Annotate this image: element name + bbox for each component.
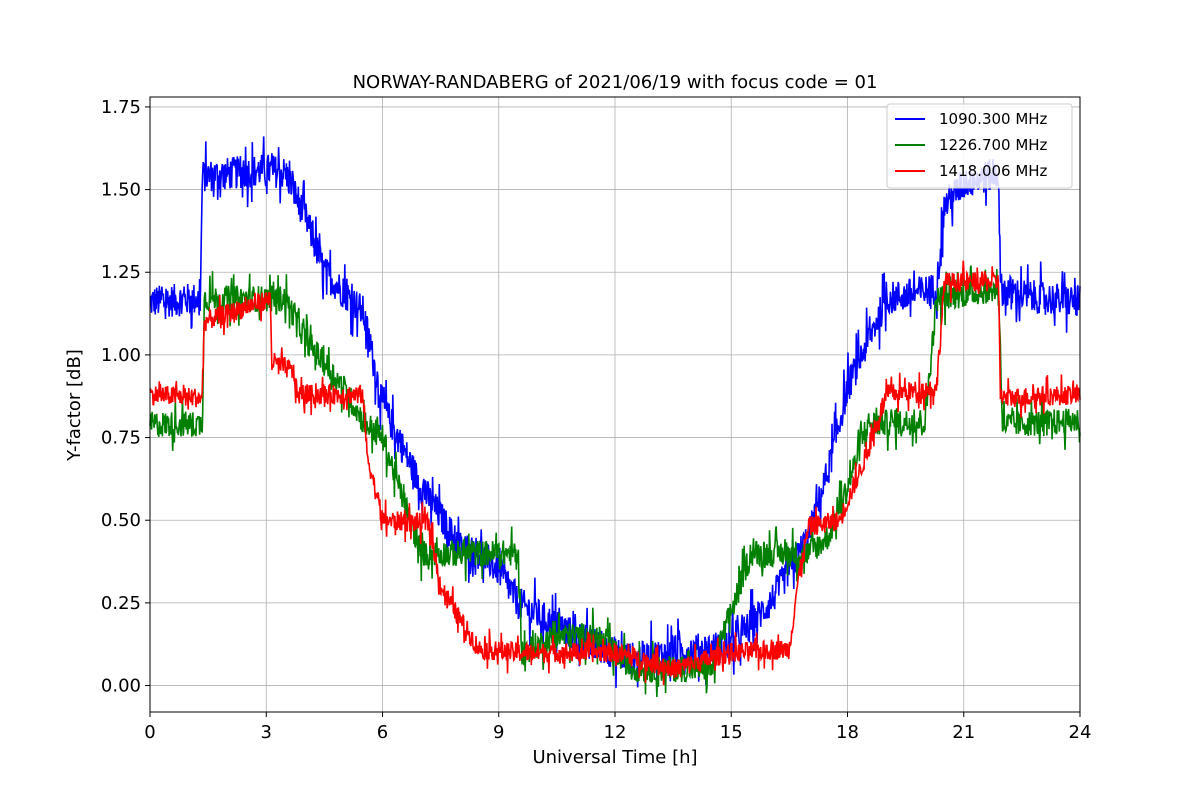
y-tick-label: 1.50 (101, 180, 141, 201)
y-tick-label: 0.25 (101, 593, 141, 614)
y-tick-label: 0.75 (101, 428, 141, 449)
series-line (149, 260, 1081, 686)
x-tick-label: 15 (720, 722, 743, 743)
legend-entry: 1090.300 MHz (939, 110, 1048, 128)
y-tick-label: 1.00 (101, 345, 141, 366)
x-tick-label: 18 (836, 722, 859, 743)
series-layer (149, 136, 1081, 698)
y-tick-label: 1.75 (101, 97, 141, 118)
x-axis: 0 3 6 9 12 15 18 21 24 (144, 712, 1091, 743)
x-tick-label: 9 (493, 722, 504, 743)
x-tick-label: 3 (261, 722, 272, 743)
legend-entry: 1226.700 MHz (939, 136, 1048, 154)
x-tick-label: 12 (604, 722, 627, 743)
y-axis-label: Y-factor [dB] (64, 349, 85, 462)
x-tick-label: 24 (1069, 722, 1092, 743)
y-tick-label: 1.25 (101, 262, 141, 283)
series-line (149, 265, 1081, 698)
chart-title: NORWAY-RANDABERG of 2021/06/19 with focu… (353, 72, 878, 93)
x-axis-label: Universal Time [h] (532, 747, 697, 768)
x-tick-label: 0 (144, 722, 155, 743)
y-tick-label: 0.00 (101, 676, 141, 697)
y-tick-label: 0.50 (101, 510, 141, 531)
x-tick-label: 21 (952, 722, 975, 743)
y-axis: 0.00 0.25 0.50 0.75 1.00 1.25 1.50 1.75 (101, 97, 150, 697)
x-tick-label: 6 (377, 722, 388, 743)
legend: 1090.300 MHz 1226.700 MHz 1418.006 MHz (886, 103, 1073, 189)
legend-box (886, 103, 1073, 189)
legend-entry: 1418.006 MHz (939, 162, 1048, 180)
